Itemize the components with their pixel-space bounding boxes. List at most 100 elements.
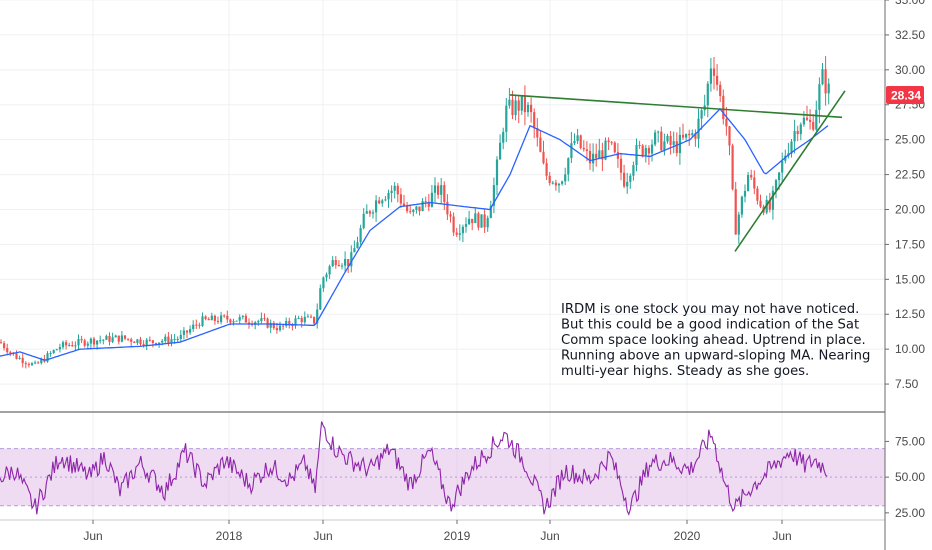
- candle-body: [198, 324, 201, 326]
- price-tick-label: 12.50: [895, 307, 925, 321]
- candle-body: [564, 174, 567, 182]
- candle-body: [809, 119, 812, 122]
- candle-body: [610, 142, 613, 144]
- candle-body: [647, 148, 650, 154]
- candle-body: [176, 339, 179, 341]
- candle-body: [740, 196, 743, 215]
- candle-body: [654, 132, 657, 145]
- candle-body: [154, 342, 158, 345]
- candle-body: [623, 172, 626, 187]
- candle-body: [260, 318, 263, 322]
- trendline: [509, 94, 843, 119]
- candle-body: [406, 205, 409, 212]
- rsi-tick-label: 25.00: [895, 506, 925, 520]
- candle-body: [80, 339, 83, 341]
- candle-body: [362, 213, 365, 229]
- candle-body: [424, 201, 427, 203]
- candle-body: [421, 201, 424, 212]
- candle-body: [774, 180, 778, 191]
- candle-body: [21, 357, 24, 364]
- candle-body: [275, 328, 278, 331]
- price-tick-label: 32.50: [895, 28, 925, 42]
- candle-body: [812, 121, 815, 130]
- candle-body: [195, 324, 198, 326]
- candle-body: [158, 342, 161, 345]
- candle-body: [545, 163, 548, 176]
- candle-body: [433, 185, 437, 193]
- candle-body: [223, 315, 226, 317]
- candle-body: [130, 339, 133, 342]
- candle-body: [266, 318, 269, 328]
- price-tick-label: 10.00: [895, 342, 925, 356]
- candle-body: [58, 347, 61, 350]
- candle-body: [306, 316, 309, 318]
- candle-body: [805, 117, 809, 120]
- candle-body: [123, 335, 127, 339]
- candle-body: [350, 252, 353, 267]
- candle-body: [650, 144, 654, 154]
- time-tick-label: Jun: [83, 529, 102, 543]
- rsi-axis[interactable]: 75.00 50.00 25.00: [885, 434, 925, 520]
- candle-body: [179, 334, 182, 340]
- candle-body: [353, 248, 356, 253]
- candle-body: [396, 185, 399, 195]
- candle-body: [185, 330, 189, 333]
- candle-body: [0, 342, 3, 344]
- time-tick-label: Jun: [772, 529, 791, 543]
- candle-body: [561, 181, 564, 184]
- trendline: [734, 90, 846, 252]
- candle-body: [641, 145, 644, 156]
- candle-body: [83, 340, 86, 346]
- candle-body: [530, 104, 533, 113]
- candle-body: [644, 148, 647, 156]
- annotation-line: multi-year highs. Steady as she goes.: [561, 364, 809, 379]
- candle-body: [393, 185, 396, 191]
- candle-body: [161, 340, 164, 343]
- candle-body: [278, 325, 282, 331]
- candle-body: [387, 193, 390, 200]
- time-tick-label: Jun: [540, 529, 559, 543]
- time-tick-label: Jun: [313, 529, 332, 543]
- candle-body: [92, 338, 96, 345]
- candle-body: [716, 75, 719, 85]
- candle-body: [616, 152, 619, 159]
- candle-body: [282, 325, 285, 327]
- candle-body: [666, 135, 669, 142]
- candle-body: [337, 265, 340, 267]
- candle-body: [706, 83, 709, 106]
- candle-body: [77, 339, 80, 346]
- rsi-tick-label: 75.00: [895, 434, 925, 448]
- candle-body: [551, 182, 554, 184]
- last-price-badge-bg: [886, 86, 924, 104]
- candle-body: [728, 126, 731, 146]
- candle-body: [576, 135, 579, 142]
- time-axis[interactable]: Jun 2018 Jun 2019 Jun 2020 Jun: [83, 520, 792, 543]
- price-axis[interactable]: 35.0032.5030.0027.5025.0022.5020.0017.50…: [885, 0, 925, 391]
- candle-body: [588, 150, 592, 164]
- candle-body: [316, 309, 319, 324]
- candle-body: [663, 141, 666, 151]
- candle-body: [672, 141, 675, 145]
- candle-body: [455, 232, 458, 235]
- candle-body: [300, 318, 303, 323]
- candle-body: [328, 266, 331, 275]
- candle-body: [368, 211, 371, 214]
- candle-body: [356, 242, 359, 249]
- candle-body: [375, 200, 378, 213]
- candle-body: [685, 133, 688, 138]
- candle-body: [167, 336, 170, 343]
- rsi-line: [0, 421, 828, 516]
- price-tick-label: 15.00: [895, 272, 925, 286]
- candle-body: [802, 117, 805, 125]
- candle-body: [27, 364, 30, 366]
- candle-body: [471, 218, 474, 224]
- candle-body: [632, 165, 635, 176]
- candle-body: [514, 100, 517, 116]
- candle-body: [170, 339, 173, 343]
- candle-body: [477, 213, 480, 228]
- candle-body: [694, 133, 697, 139]
- candle-body: [30, 363, 34, 366]
- candle-body: [688, 133, 691, 136]
- last-price-label: 28.34: [891, 89, 921, 103]
